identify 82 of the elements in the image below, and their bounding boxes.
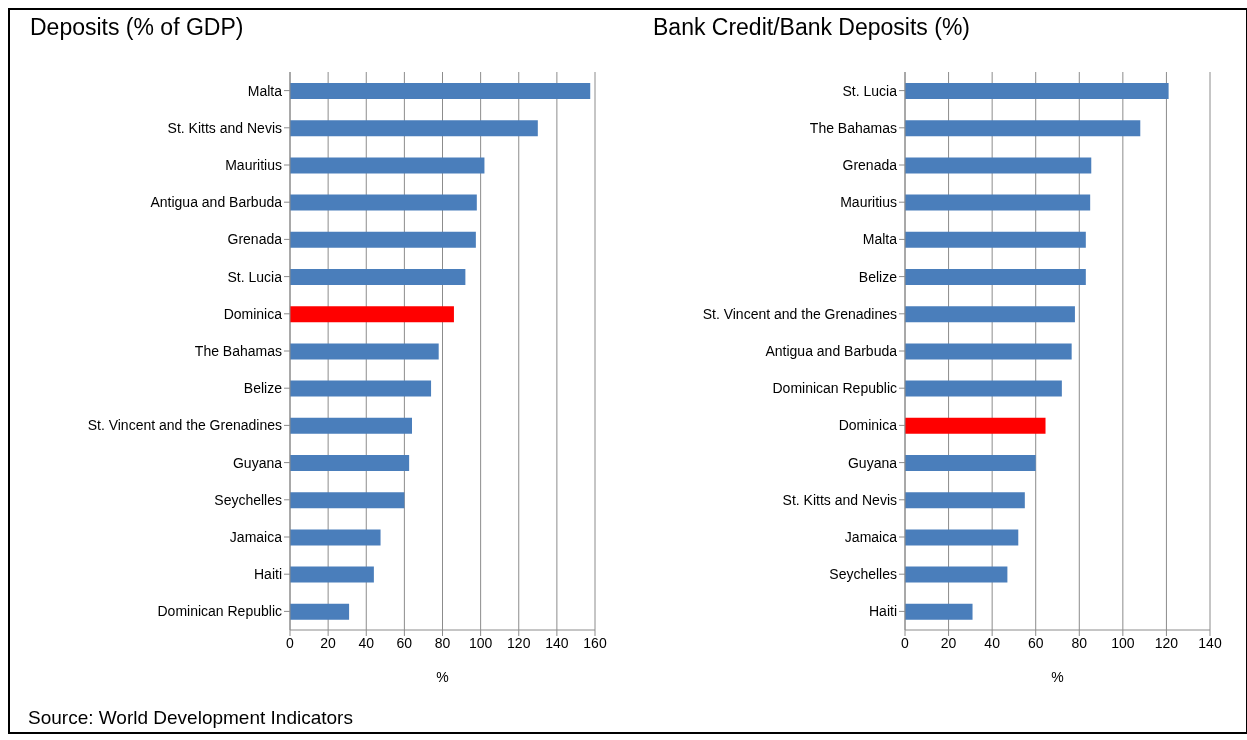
bar	[905, 455, 1036, 471]
bar	[290, 157, 485, 174]
bar	[290, 343, 439, 360]
x-tick-label: 40	[984, 634, 1001, 651]
y-tick-label: Grenada	[227, 231, 283, 248]
bar	[290, 380, 432, 397]
x-tick-label: 120	[1154, 634, 1179, 651]
y-tick-label: St. Lucia	[227, 268, 283, 285]
bar	[905, 492, 1025, 509]
bar	[905, 306, 1075, 323]
bar	[290, 194, 477, 211]
y-tick-label: Mauritius	[225, 156, 282, 173]
y-tick-label: Dominica	[223, 305, 283, 322]
y-tick-label: Seychelles	[214, 491, 282, 508]
bar	[905, 529, 1019, 546]
bar	[290, 231, 476, 248]
y-tick-label: Haiti	[868, 603, 897, 620]
x-tick-label: 120	[507, 634, 531, 651]
x-tick-label: 0	[286, 634, 295, 651]
x-tick-label: 60	[396, 634, 413, 651]
x-tick-label: 20	[320, 634, 337, 651]
y-tick-label: St. Lucia	[842, 82, 898, 99]
chart-title: Bank Credit/Bank Deposits (%)	[653, 14, 971, 41]
bar	[905, 603, 973, 620]
y-tick-label: St. Vincent and the Grenadines	[702, 305, 897, 322]
bar	[290, 120, 538, 137]
y-tick-label: St. Vincent and the Grenadines	[87, 417, 282, 434]
x-axis-title: %	[436, 669, 449, 685]
y-tick-label: Malta	[862, 231, 898, 248]
y-tick-label: Jamaica	[844, 528, 898, 545]
y-tick-label: Jamaica	[229, 528, 283, 545]
chart-title: Deposits (% of GDP)	[30, 14, 244, 41]
bar	[290, 455, 410, 471]
y-tick-label: Guyana	[847, 454, 898, 471]
bar	[905, 566, 1008, 583]
y-tick-label: Seychelles	[829, 566, 897, 583]
bar	[905, 83, 1169, 99]
bar	[290, 83, 591, 99]
x-tick-label: 100	[1111, 634, 1135, 651]
y-tick-label: St. Kitts and Nevis	[782, 491, 897, 508]
x-tick-label: 160	[583, 634, 607, 651]
y-tick-label: The Bahamas	[809, 119, 897, 136]
y-tick-label: Dominican Republic	[772, 380, 897, 397]
y-tick-label: Grenada	[842, 156, 898, 173]
x-tick-label: 140	[545, 634, 569, 651]
x-tick-label: 80	[1071, 634, 1088, 651]
y-tick-label: Antigua and Barbuda	[765, 342, 898, 359]
x-tick-label: 20	[940, 634, 957, 651]
bar	[905, 380, 1062, 397]
bar	[905, 231, 1086, 248]
bar	[905, 120, 1141, 137]
bar	[905, 417, 1046, 434]
x-tick-label: 40	[358, 634, 375, 651]
y-tick-label: Mauritius	[840, 194, 897, 211]
bar	[290, 603, 350, 620]
bar	[905, 343, 1072, 360]
x-tick-label: 60	[1027, 634, 1044, 651]
y-tick-label: Guyana	[232, 454, 283, 471]
y-tick-label: Belize	[858, 268, 898, 285]
y-tick-label: Malta	[247, 82, 283, 99]
x-tick-label: 80	[434, 634, 451, 651]
x-tick-label: 0	[901, 634, 910, 651]
bar	[905, 157, 1092, 174]
x-tick-label: 140	[1198, 634, 1222, 651]
x-axis-title: %	[1051, 669, 1064, 685]
y-tick-label: Haiti	[253, 566, 282, 583]
bar	[290, 566, 374, 583]
bar	[290, 529, 381, 546]
bar	[905, 269, 1086, 285]
bar	[290, 306, 454, 323]
source-note: Source: World Development Indicators	[28, 707, 353, 729]
bar	[290, 417, 412, 434]
y-tick-label: The Bahamas	[194, 342, 282, 359]
y-tick-label: Belize	[243, 380, 283, 397]
y-tick-label: St. Kitts and Nevis	[167, 119, 282, 136]
bar	[290, 492, 405, 509]
y-tick-label: Dominican Republic	[157, 603, 282, 620]
bar	[290, 269, 466, 285]
bar	[905, 194, 1091, 211]
x-tick-label: 100	[468, 634, 493, 651]
y-tick-label: Dominica	[838, 417, 898, 434]
y-tick-label: Antigua and Barbuda	[150, 194, 283, 211]
